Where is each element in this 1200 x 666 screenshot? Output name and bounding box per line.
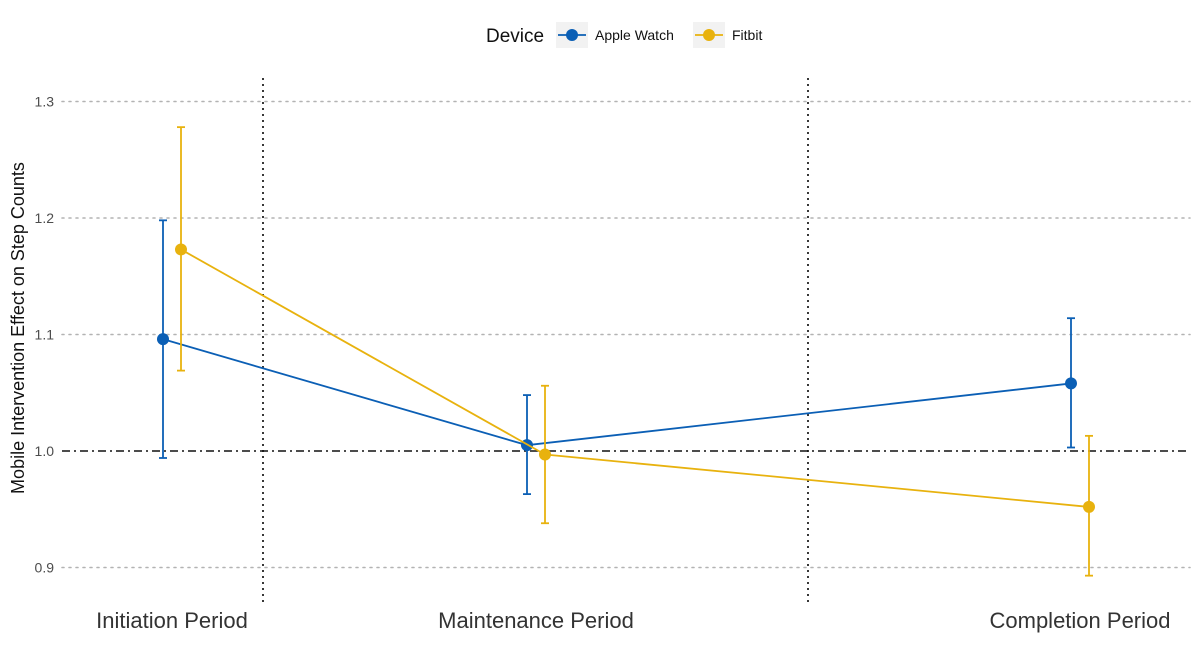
y-axis-ticks: 0.9 1.0 1.1 1.2 1.3 — [35, 94, 55, 576]
legend-key-marker — [703, 29, 715, 41]
data-point — [157, 333, 169, 346]
series-line — [180, 248, 1090, 508]
period-separators — [262, 78, 809, 604]
legend-item: Apple Watch — [556, 22, 674, 48]
x-axis-labels: Initiation Period Maintenance Period Compl… — [96, 608, 1170, 633]
data-point — [1083, 500, 1095, 513]
y-tick-label: 1.0 — [35, 443, 55, 459]
legend-key-marker — [566, 29, 578, 41]
legend-label: Apple Watch — [595, 27, 674, 43]
x-category-label: Completion Period — [990, 608, 1171, 633]
legend-label: Fitbit — [732, 27, 762, 43]
y-axis-title: Mobile Intervention Effect on Step Count… — [8, 162, 28, 494]
legend-item: Fitbit — [693, 22, 762, 48]
x-category-label: Maintenance Period — [438, 608, 634, 633]
y-tick-label: 0.9 — [35, 560, 55, 576]
y-tick-label: 1.3 — [35, 94, 55, 110]
series-line — [162, 338, 1072, 447]
legend-title: Device — [486, 26, 544, 47]
data-point — [539, 448, 551, 461]
series-fitbit — [175, 126, 1095, 577]
series-apple-watch — [157, 219, 1077, 496]
legend: Device Apple Watch Fitbit — [486, 22, 762, 48]
data-point — [1065, 377, 1077, 390]
x-category-label: Initiation Period — [96, 608, 248, 633]
y-tick-label: 1.2 — [35, 210, 55, 226]
series-layer — [157, 126, 1095, 577]
y-tick-label: 1.1 — [35, 327, 55, 343]
gridlines — [61, 100, 1191, 569]
data-point — [175, 243, 187, 256]
